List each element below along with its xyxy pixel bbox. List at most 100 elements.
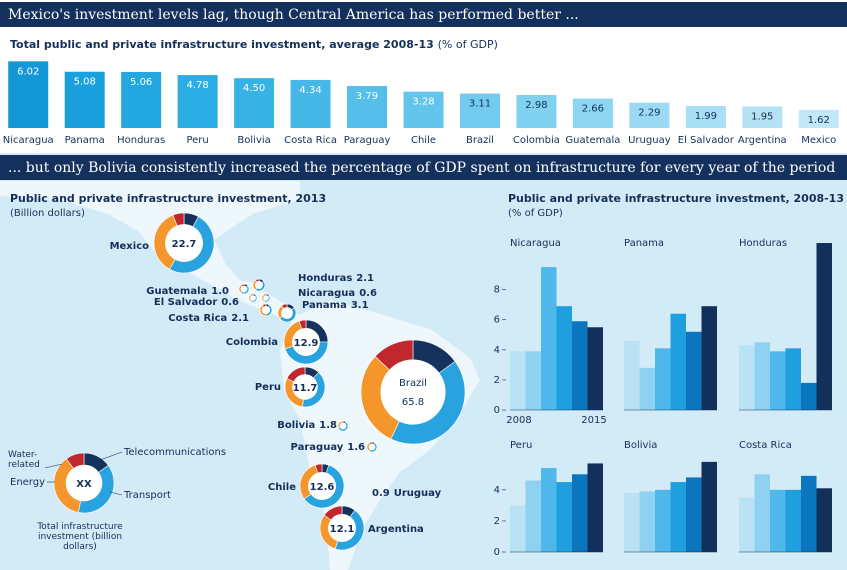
bar: [798, 110, 839, 128]
bar: [624, 340, 640, 410]
bar: [670, 482, 686, 552]
value-label: 1.8: [319, 420, 337, 431]
bar: [816, 243, 832, 410]
bar: [234, 78, 275, 128]
bar: [670, 313, 686, 410]
land: [0, 181, 300, 322]
bar: [541, 468, 557, 552]
bar: [739, 345, 755, 410]
unit: (% of GDP): [438, 38, 498, 51]
donut-size: [308, 472, 336, 500]
panel-title: Nicaragua: [510, 238, 561, 249]
x-tick-label: Mexico: [801, 135, 836, 146]
donut-size: [281, 307, 293, 319]
y-tick-label: 8: [494, 285, 500, 296]
donut-size: [263, 295, 269, 301]
bar: [685, 105, 726, 128]
country-label: Brazil: [399, 378, 427, 389]
value-label: 1.95: [751, 111, 773, 122]
panel-title: Costa Rica: [739, 440, 792, 451]
bar: [739, 497, 755, 552]
value-label: 2.1: [231, 313, 249, 324]
value-label: 2.29: [638, 108, 660, 119]
bar: [624, 492, 640, 552]
bar: [742, 106, 783, 128]
donut-size: [292, 374, 318, 400]
y-tick-label: 2: [494, 516, 500, 527]
bar: [541, 267, 557, 410]
country-label: Chile: [268, 482, 296, 493]
value-label: 0.6: [221, 297, 239, 308]
bar: [639, 491, 655, 552]
country-label: 0.9 Uruguay: [372, 488, 442, 499]
bar: [290, 79, 331, 128]
chart-title: Public and private infrastructure invest…: [10, 192, 326, 205]
value-label: 5.06: [130, 77, 152, 88]
chart-title: Public and private infrastructure invest…: [508, 192, 844, 205]
country-label: El Salvador 0.6: [154, 297, 239, 308]
y-tick-label: 0: [494, 547, 500, 558]
donut-segment: [286, 366, 306, 383]
panel-title: Panama: [624, 238, 664, 249]
value-label: 12.9: [294, 338, 319, 349]
country-name: Guatemala: [146, 286, 207, 297]
bar: [525, 480, 541, 552]
donut-size: [255, 281, 263, 289]
legend-label: Water-related: [8, 450, 40, 470]
chart-title: Total public and private infrastructure …: [10, 38, 498, 51]
value-label: 2.1: [356, 273, 374, 284]
value-label: 1.0: [211, 286, 229, 297]
x-tick-label: 2008: [506, 415, 531, 426]
country-label: Peru: [255, 382, 281, 393]
bar: [177, 75, 218, 128]
panel-title: Peru: [510, 440, 532, 451]
donut-size: [250, 295, 256, 301]
y-tick-label: 0: [494, 405, 500, 416]
donut-size: [380, 359, 446, 425]
bar: [556, 306, 572, 410]
bar: [686, 331, 702, 410]
panel-title: Bolivia: [624, 440, 657, 451]
leader: [44, 463, 63, 469]
leader: [109, 491, 123, 496]
bar: [587, 463, 603, 552]
x-tick-label: Paraguay: [344, 135, 391, 146]
value-label: 2.66: [582, 104, 604, 115]
country-name: Honduras: [298, 273, 352, 284]
value-label: 4.34: [299, 85, 321, 96]
value-label: 1.99: [695, 111, 717, 122]
value-label: 22.7: [172, 239, 197, 250]
leader: [99, 451, 123, 461]
country-name: Uruguay: [394, 488, 442, 499]
y-tick-label: 2: [494, 375, 500, 386]
bar: [816, 488, 832, 552]
bar: [556, 482, 572, 552]
bar: [403, 91, 444, 128]
donut-size: [328, 514, 356, 542]
bar: [701, 306, 717, 410]
x-tick-label: Chile: [411, 135, 436, 146]
value-label: 3.28: [412, 97, 434, 108]
bar: [655, 489, 671, 552]
x-tick-label: Colombia: [513, 135, 560, 146]
country-label: Argentina: [368, 524, 424, 535]
value-label: 65.8: [402, 397, 424, 408]
x-tick-label: Argentina: [738, 135, 787, 146]
chart-subtitle: (Billion dollars): [10, 208, 85, 219]
bar: [639, 367, 655, 410]
value-label: 0.9: [372, 488, 390, 499]
value-label: 4.78: [187, 80, 209, 91]
country-label: Bolivia 1.8: [277, 420, 337, 431]
value-label: 4.50: [243, 83, 265, 94]
y-tick-label: 4: [494, 485, 500, 496]
country-name: Nicaragua: [298, 288, 355, 299]
subheadline: ... but only Bolivia consistently increa…: [8, 160, 835, 176]
value-label: 3.79: [356, 91, 378, 102]
donut-size: [262, 306, 270, 314]
bar: [655, 348, 671, 410]
bar: [516, 94, 557, 128]
x-tick-label: Panama: [65, 135, 105, 146]
y-tick-label: 6: [494, 315, 500, 326]
legend-center: XX: [76, 479, 92, 490]
country-name: Bolivia: [277, 420, 315, 431]
